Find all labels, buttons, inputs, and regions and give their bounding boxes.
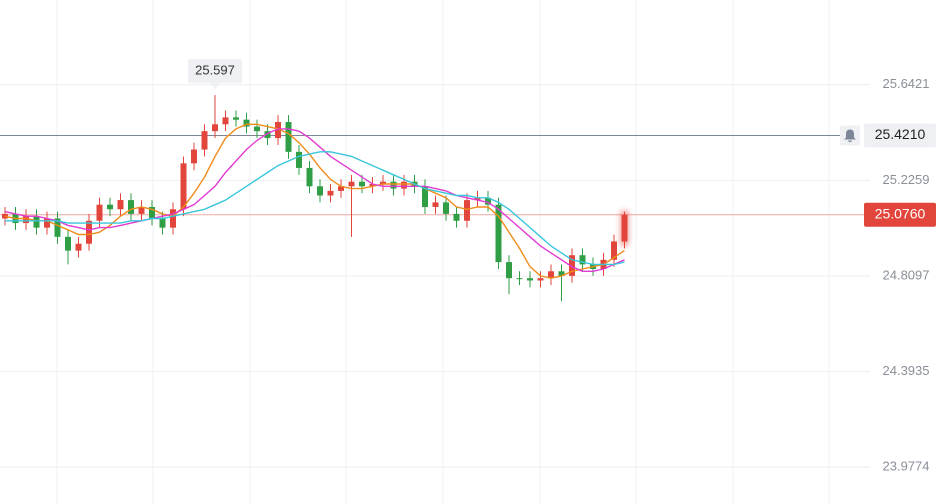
max-tooltip-arrow — [210, 83, 220, 90]
candle-body — [474, 197, 481, 201]
labels: 25.6421 25.2259 24.8097 24.3935 23.9774 25.59… — [188, 59, 936, 474]
candle-body — [117, 200, 124, 210]
grid — [0, 84, 870, 468]
alert-price-box — [864, 123, 936, 148]
candle-body — [296, 151, 302, 168]
y-tick-label: 24.3935 — [883, 363, 930, 378]
candle-body — [516, 278, 523, 280]
alert-bell-icon — [844, 129, 856, 143]
candle-body — [54, 218, 61, 237]
candle-body — [86, 220, 92, 244]
candle-body — [548, 271, 554, 279]
candle-body — [401, 181, 407, 189]
candle-body — [159, 218, 166, 228]
candle-body — [422, 186, 428, 207]
candle-body — [243, 119, 250, 127]
alert-price-label: 25.4210 — [875, 126, 926, 142]
max-price-label: 25.597 — [195, 63, 235, 78]
last-price-box — [864, 202, 936, 227]
candle-body — [149, 206, 155, 219]
candle-body — [107, 204, 113, 210]
candle-body — [338, 186, 344, 191]
y-tick-label: 25.2259 — [883, 172, 930, 187]
candle-body — [275, 121, 281, 139]
candle-body — [233, 117, 239, 120]
candle-body — [443, 202, 449, 214]
last-candle-glow — [620, 210, 629, 246]
candle-body — [212, 124, 218, 132]
candle-body — [306, 167, 313, 187]
candle-body — [138, 206, 145, 214]
candle-body — [369, 184, 376, 187]
moving-average-line — [4, 128, 625, 272]
candle-body — [264, 131, 271, 139]
candle-body — [485, 197, 491, 205]
moving-average-line — [4, 123, 625, 279]
candle-body — [201, 131, 208, 150]
candle-body — [317, 186, 323, 196]
y-tick-label: 24.8097 — [883, 267, 930, 282]
candle-body — [359, 181, 365, 187]
price-lines — [0, 135, 864, 216]
moving-average-line — [5, 151, 625, 266]
candle-body — [254, 126, 260, 132]
candle-body — [75, 243, 82, 251]
candle-body — [33, 216, 40, 228]
candle-body — [537, 278, 544, 281]
last-price-label: 25.0760 — [875, 205, 926, 221]
candle-body — [128, 200, 134, 214]
candle-body — [506, 262, 512, 279]
candle-body — [191, 149, 197, 164]
candle-body — [495, 204, 502, 263]
candle-body — [569, 255, 575, 276]
candle-body — [180, 163, 187, 210]
time-grid — [56, 0, 830, 504]
candle-body — [390, 181, 397, 189]
candle-body — [611, 241, 617, 260]
candle-body — [348, 181, 355, 187]
candle-body — [453, 213, 460, 221]
candle-body — [558, 271, 565, 276]
candle-body — [327, 190, 334, 196]
candle-body — [285, 121, 292, 152]
candle-body — [2, 213, 8, 219]
candle-body — [527, 278, 533, 281]
candle-body — [65, 236, 71, 251]
candle-body — [464, 200, 470, 221]
y-tick-label: 23.9774 — [883, 459, 930, 474]
max-tooltip-box — [188, 59, 242, 84]
candle-body — [579, 255, 586, 265]
candle-body — [44, 218, 50, 228]
y-tick-label: 25.6421 — [883, 76, 930, 91]
candle-body — [96, 204, 103, 221]
candle-body — [380, 181, 386, 185]
candle-body — [23, 216, 29, 224]
candles — [2, 95, 629, 302]
candle-body — [170, 209, 176, 228]
candle-body — [432, 202, 439, 207]
candle-body — [222, 117, 229, 125]
